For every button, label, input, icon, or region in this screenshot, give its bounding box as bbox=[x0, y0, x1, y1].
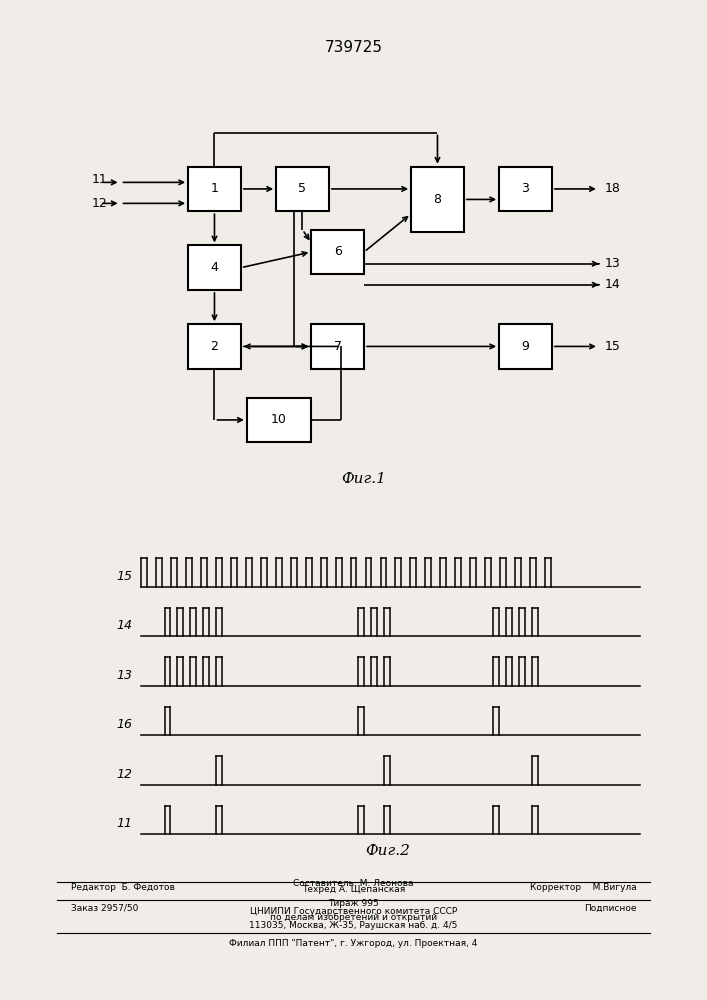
FancyBboxPatch shape bbox=[411, 167, 464, 232]
Text: 7: 7 bbox=[334, 340, 341, 353]
Text: 11: 11 bbox=[92, 173, 108, 186]
Text: 1: 1 bbox=[211, 182, 218, 195]
Text: Корректор    М.Вигула: Корректор М.Вигула bbox=[530, 882, 636, 892]
Text: 14: 14 bbox=[604, 278, 621, 291]
Text: Подписное: Подписное bbox=[584, 904, 636, 912]
Text: 13: 13 bbox=[117, 669, 132, 682]
Text: 10: 10 bbox=[271, 413, 287, 426]
FancyBboxPatch shape bbox=[188, 167, 241, 211]
Text: 14: 14 bbox=[117, 619, 132, 632]
Text: 18: 18 bbox=[604, 182, 621, 195]
FancyBboxPatch shape bbox=[188, 245, 241, 290]
FancyBboxPatch shape bbox=[276, 167, 329, 211]
Text: Составитель  М. Леонова: Составитель М. Леонова bbox=[293, 879, 414, 888]
FancyBboxPatch shape bbox=[499, 324, 552, 369]
Text: Фиг.2: Фиг.2 bbox=[365, 844, 410, 858]
Text: Филиал ППП "Патент", г. Ужгород, ул. Проектная, 4: Филиал ППП "Патент", г. Ужгород, ул. Про… bbox=[229, 938, 478, 948]
FancyBboxPatch shape bbox=[499, 167, 552, 211]
Text: Редактор  Б. Федотов: Редактор Б. Федотов bbox=[71, 882, 175, 892]
Text: 5: 5 bbox=[298, 182, 307, 195]
Text: 16: 16 bbox=[117, 718, 132, 731]
Text: 8: 8 bbox=[433, 193, 441, 206]
Text: Техред А. Щепанская: Техред А. Щепанская bbox=[302, 886, 405, 894]
Text: 9: 9 bbox=[522, 340, 530, 353]
Text: 15: 15 bbox=[117, 570, 132, 583]
Text: 113035, Москва, Ж-35, Раушская наб. д. 4/5: 113035, Москва, Ж-35, Раушская наб. д. 4… bbox=[250, 920, 457, 930]
Text: 12: 12 bbox=[117, 768, 132, 781]
Text: 739725: 739725 bbox=[325, 40, 382, 55]
FancyBboxPatch shape bbox=[247, 398, 311, 442]
FancyBboxPatch shape bbox=[311, 230, 364, 274]
FancyBboxPatch shape bbox=[311, 324, 364, 369]
Text: 15: 15 bbox=[604, 340, 621, 353]
Text: 11: 11 bbox=[117, 817, 132, 830]
Text: Фиг.1: Фиг.1 bbox=[341, 472, 387, 486]
Text: 4: 4 bbox=[211, 261, 218, 274]
Text: 2: 2 bbox=[211, 340, 218, 353]
Text: Заказ 2957/50: Заказ 2957/50 bbox=[71, 904, 138, 912]
Text: 13: 13 bbox=[604, 257, 621, 270]
FancyBboxPatch shape bbox=[188, 324, 241, 369]
Text: 12: 12 bbox=[92, 197, 108, 210]
Text: 6: 6 bbox=[334, 245, 341, 258]
Text: 3: 3 bbox=[522, 182, 530, 195]
Text: по делам изобретений и открытий: по делам изобретений и открытий bbox=[270, 914, 437, 922]
Text: ЦНИИПИ Государственного комитета СССР: ЦНИИПИ Государственного комитета СССР bbox=[250, 906, 457, 916]
Text: Тираж 995: Тираж 995 bbox=[328, 900, 379, 908]
